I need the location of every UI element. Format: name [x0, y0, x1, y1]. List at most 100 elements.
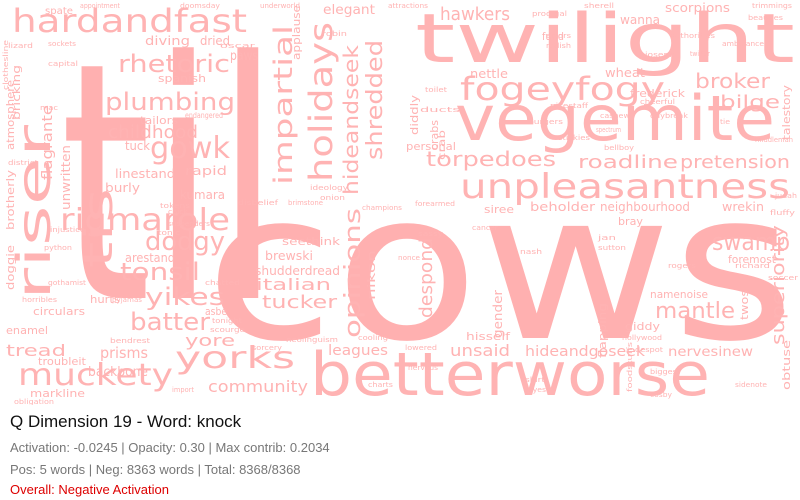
cloud-word: crab [437, 130, 448, 160]
cloud-word: endangered [185, 111, 223, 120]
cloud-word: scorpions [665, 1, 730, 15]
cloud-word: spanish [158, 72, 206, 85]
cloud-word: tuck [125, 139, 150, 153]
activation-stats: Activation: -0.0245 | Opacity: 0.30 | Ma… [10, 440, 330, 455]
cloud-word: neighbourhood [600, 200, 690, 214]
cloud-word: wrekin [722, 200, 764, 214]
cloud-word: rigmarole [60, 203, 230, 238]
cloud-word: tailors [140, 114, 178, 127]
cloud-word: troubleit [38, 355, 87, 368]
cloud-word: broker [695, 69, 771, 93]
cloud-word: toilet [425, 86, 447, 94]
cloud-word: leagues [328, 343, 388, 359]
cloud-word: errors [546, 32, 571, 40]
cloud-word: tread [6, 341, 66, 360]
cloud-word: italian [256, 275, 331, 294]
cloud-word: richard [735, 262, 770, 270]
cloud-word: injustice [50, 226, 85, 234]
cloud-word: attractions [388, 2, 428, 10]
cloud-word: radish [546, 42, 571, 50]
cloud-word: paws [230, 49, 258, 64]
cloud-word: nervesinew [668, 345, 753, 360]
cloud-word: swamp [712, 228, 790, 256]
cloud-word: shudderdread [255, 264, 340, 278]
cloud-word: asbe [205, 305, 227, 318]
cloud-word: nash [520, 248, 542, 256]
cloud-word: unsaid [450, 341, 510, 360]
cloud-word: nettle [470, 67, 508, 81]
cloud-word: bilge [720, 92, 780, 113]
cloud-word: cheerful [640, 98, 675, 106]
cloud-word: til [60, 0, 280, 376]
cloud-word: rogers [668, 262, 696, 270]
cloud-word: neolinguism [286, 336, 338, 344]
cloud-word: torpedoes [426, 147, 556, 171]
cloud-word: childhood [108, 122, 198, 143]
cloud-word: fund [542, 30, 564, 43]
cloud-word: scourge [210, 326, 245, 334]
cloud-word: import [172, 386, 194, 394]
cloud-word: burgers [528, 118, 563, 126]
cloud-word: prisms [100, 344, 148, 362]
cloud-word: chick [168, 208, 189, 216]
cloud-word: mantle [655, 299, 735, 324]
cloud-word: unpleasantness [460, 167, 790, 207]
cloud-word: jan [596, 234, 616, 242]
cloud-word: gothamist [48, 279, 86, 287]
cloud-word: giddy [625, 320, 661, 333]
cloud-word: riser [7, 125, 61, 300]
cloud-word: linestand [115, 167, 175, 181]
cloud-word: pikestaff [550, 102, 588, 110]
cloud-word: tokens [160, 202, 190, 210]
cloud-word: unwritten [59, 145, 73, 210]
cloud-word: onion [320, 194, 345, 202]
cloud-word: gowk [150, 131, 231, 166]
cloud-word: forearmed [415, 200, 455, 208]
cloud-word: sherell [584, 2, 614, 10]
cloud-word: capital [48, 60, 78, 68]
cloud-word: atmosphere [4, 80, 17, 150]
cloud-word: hideandgoseek [525, 344, 646, 360]
cloud-word: foremost [728, 253, 777, 266]
cloud-word: prodigal [532, 10, 567, 18]
cloud-word: obligation [14, 398, 54, 405]
cloud-word: markline [30, 387, 85, 400]
cloud-word: spectrum [596, 126, 621, 134]
cloud-word: seethink [282, 235, 341, 248]
cloud-word: brewski [265, 249, 313, 263]
dimension-title: Q Dimension 19 - Word: knock [10, 412, 242, 431]
cloud-word: talestory [780, 84, 793, 140]
cloud-word: beholder [530, 200, 595, 214]
cloud-word: nervous [408, 364, 438, 372]
cloud-word: cashew [600, 112, 630, 120]
cloud-word: pretension [680, 152, 790, 173]
cloud-word: circulars [33, 305, 85, 318]
cloud-word: ayes [528, 386, 546, 394]
cloud-word: flagrante [40, 105, 56, 180]
cloud-word: hurts [90, 293, 120, 306]
cloud-word: kumara [180, 188, 225, 202]
cloud-word: sassy [418, 230, 443, 238]
cloud-word: charts [368, 381, 393, 389]
cloud-word: pyjamas [112, 296, 142, 304]
cloud-word: yorks [175, 341, 295, 376]
cloud-word: ideology [310, 184, 348, 192]
cloud-word: suspenders [168, 220, 210, 228]
cloud-word: rapid [185, 164, 227, 178]
cloud-word: elegant [323, 3, 375, 18]
cloud-word: burly [105, 181, 140, 195]
cloud-word: district [8, 159, 38, 167]
cloud-word: underworld [260, 2, 300, 10]
cloud-word: cosby [650, 391, 672, 399]
cloud-word: superiority [768, 225, 789, 345]
cloud-word: cows [205, 149, 795, 387]
cloud-word: tie [720, 118, 730, 126]
cloud-word: holidays [302, 22, 340, 182]
cloud-word: twitter [690, 50, 710, 58]
cloud-word: ducts [420, 106, 461, 114]
cloud-word: opinions [341, 208, 366, 338]
cloud-word: cancer [472, 224, 498, 232]
cloud-word: vegemite [455, 82, 775, 155]
cloud-word: nikon [365, 250, 378, 300]
cloud-word: trimmings [752, 2, 792, 10]
